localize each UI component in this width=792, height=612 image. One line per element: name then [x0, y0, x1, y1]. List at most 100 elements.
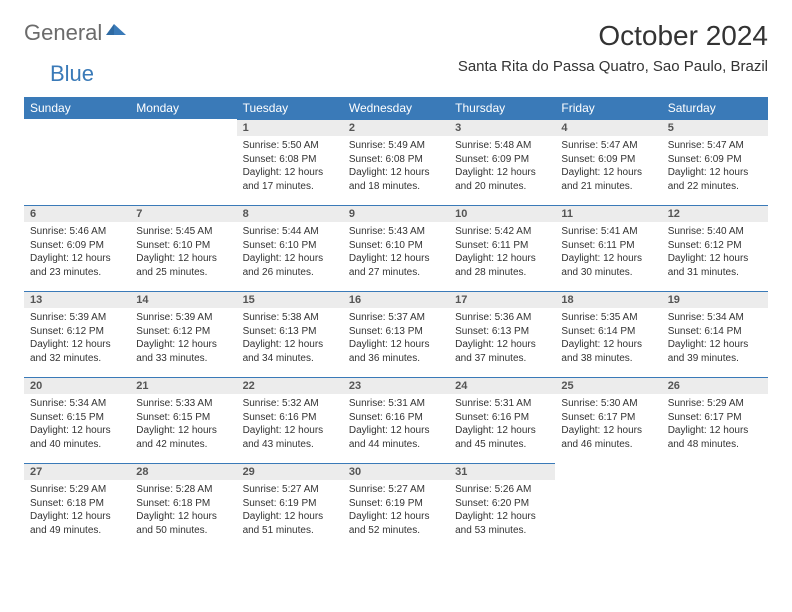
day-info: Sunrise: 5:27 AMSunset: 6:19 PMDaylight:…	[343, 480, 449, 541]
weekday-header: Tuesday	[237, 97, 343, 119]
day-info-line: and 26 minutes.	[243, 266, 337, 280]
weekday-header: Sunday	[24, 97, 130, 119]
day-info-line: Sunset: 6:16 PM	[349, 411, 443, 425]
day-info-line: Sunrise: 5:45 AM	[136, 225, 230, 239]
day-number: 7	[130, 205, 236, 222]
day-info: Sunrise: 5:43 AMSunset: 6:10 PMDaylight:…	[343, 222, 449, 283]
weekday-header: Saturday	[662, 97, 768, 119]
day-info: Sunrise: 5:38 AMSunset: 6:13 PMDaylight:…	[237, 308, 343, 369]
day-info-line: Daylight: 12 hours	[349, 510, 443, 524]
day-number: 20	[24, 377, 130, 394]
day-cell: 4Sunrise: 5:47 AMSunset: 6:09 PMDaylight…	[555, 119, 661, 205]
day-info: Sunrise: 5:32 AMSunset: 6:16 PMDaylight:…	[237, 394, 343, 455]
day-info-line: Sunset: 6:11 PM	[561, 239, 655, 253]
day-number: 10	[449, 205, 555, 222]
day-info-line: Sunrise: 5:27 AM	[349, 483, 443, 497]
day-info-line: Sunset: 6:19 PM	[243, 497, 337, 511]
day-cell: 8Sunrise: 5:44 AMSunset: 6:10 PMDaylight…	[237, 205, 343, 291]
day-cell: 23Sunrise: 5:31 AMSunset: 6:16 PMDayligh…	[343, 377, 449, 463]
day-info-line: Sunset: 6:15 PM	[30, 411, 124, 425]
day-info-line: Sunrise: 5:34 AM	[668, 311, 762, 325]
day-info: Sunrise: 5:45 AMSunset: 6:10 PMDaylight:…	[130, 222, 236, 283]
day-info-line: Daylight: 12 hours	[455, 252, 549, 266]
day-info: Sunrise: 5:39 AMSunset: 6:12 PMDaylight:…	[24, 308, 130, 369]
day-cell: 26Sunrise: 5:29 AMSunset: 6:17 PMDayligh…	[662, 377, 768, 463]
day-info-line: Daylight: 12 hours	[243, 166, 337, 180]
day-cell: 27Sunrise: 5:29 AMSunset: 6:18 PMDayligh…	[24, 463, 130, 549]
day-info-line: and 43 minutes.	[243, 438, 337, 452]
day-info-line: Sunrise: 5:40 AM	[668, 225, 762, 239]
day-info: Sunrise: 5:31 AMSunset: 6:16 PMDaylight:…	[449, 394, 555, 455]
day-info-line: Sunrise: 5:33 AM	[136, 397, 230, 411]
day-info-line: Sunset: 6:09 PM	[561, 153, 655, 167]
day-cell: 20Sunrise: 5:34 AMSunset: 6:15 PMDayligh…	[24, 377, 130, 463]
day-info-line: Daylight: 12 hours	[349, 424, 443, 438]
day-info-line: Sunset: 6:14 PM	[668, 325, 762, 339]
day-info-line: Sunset: 6:19 PM	[349, 497, 443, 511]
day-info-line: and 44 minutes.	[349, 438, 443, 452]
day-info-line: Daylight: 12 hours	[455, 510, 549, 524]
day-info-line: Daylight: 12 hours	[349, 166, 443, 180]
day-cell: 22Sunrise: 5:32 AMSunset: 6:16 PMDayligh…	[237, 377, 343, 463]
day-number: 15	[237, 291, 343, 308]
weekday-header: Monday	[130, 97, 236, 119]
day-info-line: Daylight: 12 hours	[243, 252, 337, 266]
weekday-header: Friday	[555, 97, 661, 119]
day-info-line: Sunset: 6:13 PM	[349, 325, 443, 339]
day-info-line: Sunset: 6:17 PM	[668, 411, 762, 425]
day-number: 30	[343, 463, 449, 480]
day-info-line: and 21 minutes.	[561, 180, 655, 194]
day-cell: 12Sunrise: 5:40 AMSunset: 6:12 PMDayligh…	[662, 205, 768, 291]
day-info-line: Daylight: 12 hours	[30, 252, 124, 266]
day-info-line: and 32 minutes.	[30, 352, 124, 366]
day-info: Sunrise: 5:47 AMSunset: 6:09 PMDaylight:…	[555, 136, 661, 197]
day-number: 19	[662, 291, 768, 308]
day-info-line: and 30 minutes.	[561, 266, 655, 280]
day-number: 13	[24, 291, 130, 308]
day-info-line: Sunset: 6:12 PM	[136, 325, 230, 339]
day-cell: 28Sunrise: 5:28 AMSunset: 6:18 PMDayligh…	[130, 463, 236, 549]
day-number: 2	[343, 119, 449, 136]
day-info-line: Daylight: 12 hours	[668, 424, 762, 438]
day-number: 29	[237, 463, 343, 480]
day-cell: 30Sunrise: 5:27 AMSunset: 6:19 PMDayligh…	[343, 463, 449, 549]
calendar-row: 6Sunrise: 5:46 AMSunset: 6:09 PMDaylight…	[24, 205, 768, 291]
day-info-line: Daylight: 12 hours	[668, 166, 762, 180]
day-info-line: and 50 minutes.	[136, 524, 230, 538]
day-info-line: Sunrise: 5:38 AM	[243, 311, 337, 325]
day-number: 26	[662, 377, 768, 394]
day-info-line: and 39 minutes.	[668, 352, 762, 366]
day-info-line: and 34 minutes.	[243, 352, 337, 366]
day-number: 25	[555, 377, 661, 394]
day-number: 18	[555, 291, 661, 308]
day-info: Sunrise: 5:39 AMSunset: 6:12 PMDaylight:…	[130, 308, 236, 369]
day-info-line: and 28 minutes.	[455, 266, 549, 280]
day-cell: 14Sunrise: 5:39 AMSunset: 6:12 PMDayligh…	[130, 291, 236, 377]
calendar-row: 1Sunrise: 5:50 AMSunset: 6:08 PMDaylight…	[24, 119, 768, 205]
day-number: 17	[449, 291, 555, 308]
day-info-line: Sunset: 6:14 PM	[561, 325, 655, 339]
day-number: 4	[555, 119, 661, 136]
day-cell: 6Sunrise: 5:46 AMSunset: 6:09 PMDaylight…	[24, 205, 130, 291]
day-info-line: and 18 minutes.	[349, 180, 443, 194]
day-number: 11	[555, 205, 661, 222]
day-info: Sunrise: 5:29 AMSunset: 6:18 PMDaylight:…	[24, 480, 130, 541]
day-number: 27	[24, 463, 130, 480]
day-info-line: and 49 minutes.	[30, 524, 124, 538]
day-info-line: Daylight: 12 hours	[561, 252, 655, 266]
day-info-line: and 25 minutes.	[136, 266, 230, 280]
calendar-row: 13Sunrise: 5:39 AMSunset: 6:12 PMDayligh…	[24, 291, 768, 377]
day-info-line: and 31 minutes.	[668, 266, 762, 280]
day-info: Sunrise: 5:34 AMSunset: 6:15 PMDaylight:…	[24, 394, 130, 455]
day-info-line: Sunrise: 5:48 AM	[455, 139, 549, 153]
day-info: Sunrise: 5:48 AMSunset: 6:09 PMDaylight:…	[449, 136, 555, 197]
day-number: 14	[130, 291, 236, 308]
day-info-line: and 51 minutes.	[243, 524, 337, 538]
location-text: Santa Rita do Passa Quatro, Sao Paulo, B…	[458, 58, 768, 75]
day-info-line: Daylight: 12 hours	[349, 338, 443, 352]
day-info-line: and 20 minutes.	[455, 180, 549, 194]
day-cell: 5Sunrise: 5:47 AMSunset: 6:09 PMDaylight…	[662, 119, 768, 205]
weekday-row: SundayMondayTuesdayWednesdayThursdayFrid…	[24, 97, 768, 119]
day-info-line: Sunrise: 5:34 AM	[30, 397, 124, 411]
day-info: Sunrise: 5:26 AMSunset: 6:20 PMDaylight:…	[449, 480, 555, 541]
